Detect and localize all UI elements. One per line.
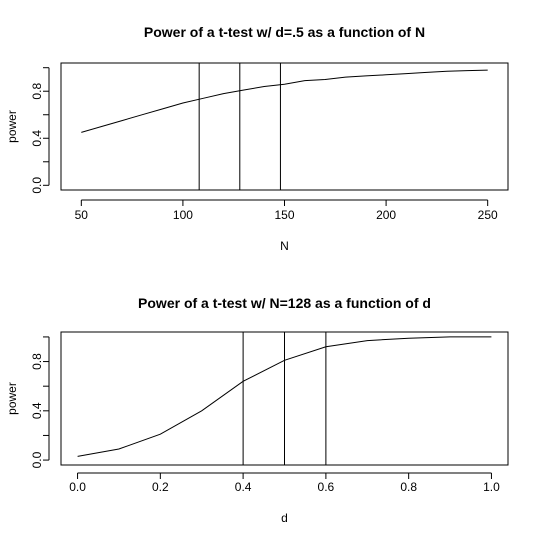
- chart-bottom-y-axis: 0.0 0.4 0.8: [30, 336, 50, 468]
- x-tick-label: 0.4: [235, 480, 252, 494]
- chart-bottom-plot-area: [77, 332, 492, 465]
- y-tick-label: 0.8: [30, 83, 44, 100]
- x-tick-label: 0.6: [318, 480, 335, 494]
- x-tick-label: 100: [173, 208, 193, 222]
- x-tick-label: 0.0: [69, 480, 86, 494]
- x-tick-label: 250: [478, 208, 498, 222]
- y-tick-label: 0.0: [30, 177, 44, 194]
- chart-bottom-y-axis-label: power: [5, 382, 19, 415]
- x-tick-label: 200: [376, 208, 396, 222]
- chart-top-y-axis-label: power: [5, 110, 19, 143]
- chart-top-y-axis: 0.0 0.4 0.8: [30, 67, 50, 194]
- chart-top-title: Power of a t-test w/ d=.5 as a function …: [144, 24, 425, 40]
- x-tick-label: 1.0: [483, 480, 500, 494]
- y-tick-label: 0.4: [30, 130, 44, 147]
- chart-top: Power of a t-test w/ d=.5 as a function …: [5, 24, 509, 253]
- chart-bottom-x-axis-label: d: [281, 511, 288, 525]
- chart-top-x-axis-label: N: [280, 239, 289, 253]
- chart-top-x-axis: 50 100 150 200 250: [75, 199, 498, 222]
- x-tick-label: 150: [274, 208, 294, 222]
- y-tick-label: 0.4: [30, 402, 44, 419]
- x-tick-label: 0.8: [400, 480, 417, 494]
- chart-bottom: Power of a t-test w/ N=128 as a function…: [5, 295, 509, 525]
- x-tick-label: 50: [75, 208, 89, 222]
- chart-top-plot-frame: [60, 62, 509, 191]
- y-tick-label: 0.8: [30, 353, 44, 370]
- power-curve: [81, 69, 488, 133]
- y-tick-label: 0.0: [30, 451, 44, 468]
- chart-bottom-title: Power of a t-test w/ N=128 as a function…: [138, 295, 431, 311]
- chart-bottom-x-axis: 0.0 0.2 0.4 0.6 0.8 1.0: [69, 472, 500, 494]
- x-tick-label: 0.2: [152, 480, 169, 494]
- chart-top-plot-area: [81, 63, 488, 190]
